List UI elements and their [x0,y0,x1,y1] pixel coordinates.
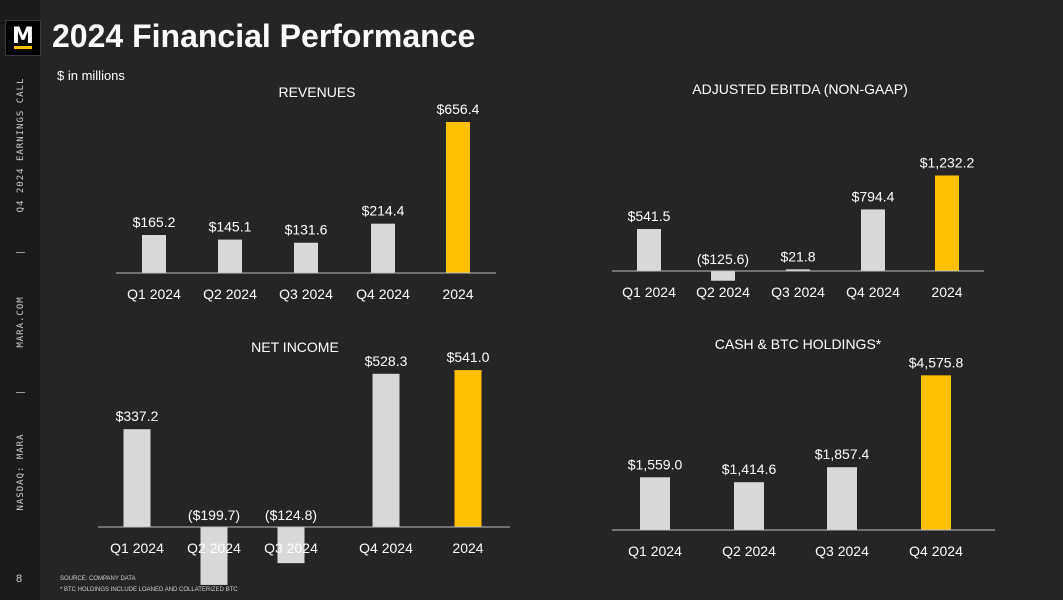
data-label: $541.5 [628,208,671,224]
chart-title: NET INCOME [251,339,339,355]
category-label: Q1 2024 [628,543,682,559]
bar [935,175,959,271]
side-label-ticker: NASDAQ: MARA [16,433,26,511]
bar [294,242,318,273]
category-label: Q3 2024 [279,286,333,302]
data-label: $1,857.4 [815,446,870,462]
page-number: 8 [16,573,23,585]
chart-title: ADJUSTED EBITDA (NON-GAAP) [692,81,907,97]
page-title: 2024 Financial Performance [52,18,476,54]
bar [640,477,670,530]
data-label: $541.0 [447,349,490,365]
chart-title: CASH & BTC HOLDINGS* [715,336,882,352]
data-label: $1,232.2 [920,155,975,171]
bar [637,229,661,271]
data-label: $794.4 [852,188,895,204]
side-label-website: MARA.COM [16,296,26,348]
adjusted-ebitda-chart: ADJUSTED EBITDA (NON-GAAP) $541.5 Q1 2024 (… [612,81,984,300]
category-label: Q3 2024 [815,543,869,559]
data-label: $4,575.8 [909,354,964,370]
data-label: $145.1 [209,219,252,235]
category-label: Q4 2024 [846,284,900,300]
category-label: Q4 2024 [359,540,413,556]
category-label: Q2 2024 [722,543,776,559]
data-label: $337.2 [116,408,159,424]
bar [372,373,400,527]
bar [446,122,470,273]
category-label: Q2 2024 [696,284,750,300]
data-label: $21.8 [780,248,815,264]
category-label: Q1 2024 [622,284,676,300]
category-label: Q3 2024 [771,284,825,300]
units-note: $ in millions [57,68,125,83]
data-label: $1,414.6 [722,461,777,477]
data-label: $528.3 [365,353,408,369]
bar [734,482,764,530]
bar [921,375,951,530]
data-label: ($125.6) [697,251,749,267]
side-label-earnings-call: Q4 2024 EARNINGS CALL [16,77,26,213]
bar [861,209,885,271]
category-label: Q2 2024 [187,540,241,556]
company-logo: M [5,20,41,56]
category-label: Q3 2024 [264,540,318,556]
category-label: 2024 [452,540,483,556]
bar [277,527,305,564]
data-label: ($199.7) [188,507,240,523]
bar [200,527,228,585]
data-label: $131.6 [285,222,328,238]
category-label: 2024 [931,284,962,300]
category-label: Q2 2024 [203,286,257,302]
side-divider [16,252,25,253]
bar [711,271,735,281]
category-label: Q4 2024 [356,286,410,302]
net-income-chart: NET INCOME $337.2 Q1 2024 ($199.7) Q2 2024 ($… [98,339,510,585]
data-label: $656.4 [437,101,480,117]
revenues-chart: REVENUES $165.2 Q1 2024 $145.1 Q2 2024 $131.6… [116,84,496,302]
bar [123,429,151,527]
bar [827,467,857,530]
logo-accent-bar [14,46,32,49]
side-divider [16,392,25,393]
category-label: Q4 2024 [909,543,963,559]
category-label: Q1 2024 [127,286,181,302]
data-label: $214.4 [362,203,405,219]
chart-title: REVENUES [278,84,355,100]
data-label: ($124.8) [265,507,317,523]
bar [142,235,166,273]
cash-btc-holdings-chart: CASH & BTC HOLDINGS* $1,559.0 Q1 2024 $1,41… [612,336,995,559]
footnote-source: SOURCE: COMPANY DATA [60,576,136,582]
category-label: 2024 [442,286,473,302]
footnote-btc: * BTC HOLDINGS INCLUDE LOANED AND COLLAT… [60,587,238,593]
bar [454,370,482,527]
bar [786,269,810,271]
sidebar: M Q4 2024 EARNINGS CALL MARA.COM NASDAQ:… [0,0,41,600]
bar [218,239,242,273]
category-label: Q1 2024 [110,540,164,556]
bar [371,223,395,273]
data-label: $1,559.0 [628,456,683,472]
logo-letter: M [12,23,34,49]
data-label: $165.2 [133,214,176,230]
